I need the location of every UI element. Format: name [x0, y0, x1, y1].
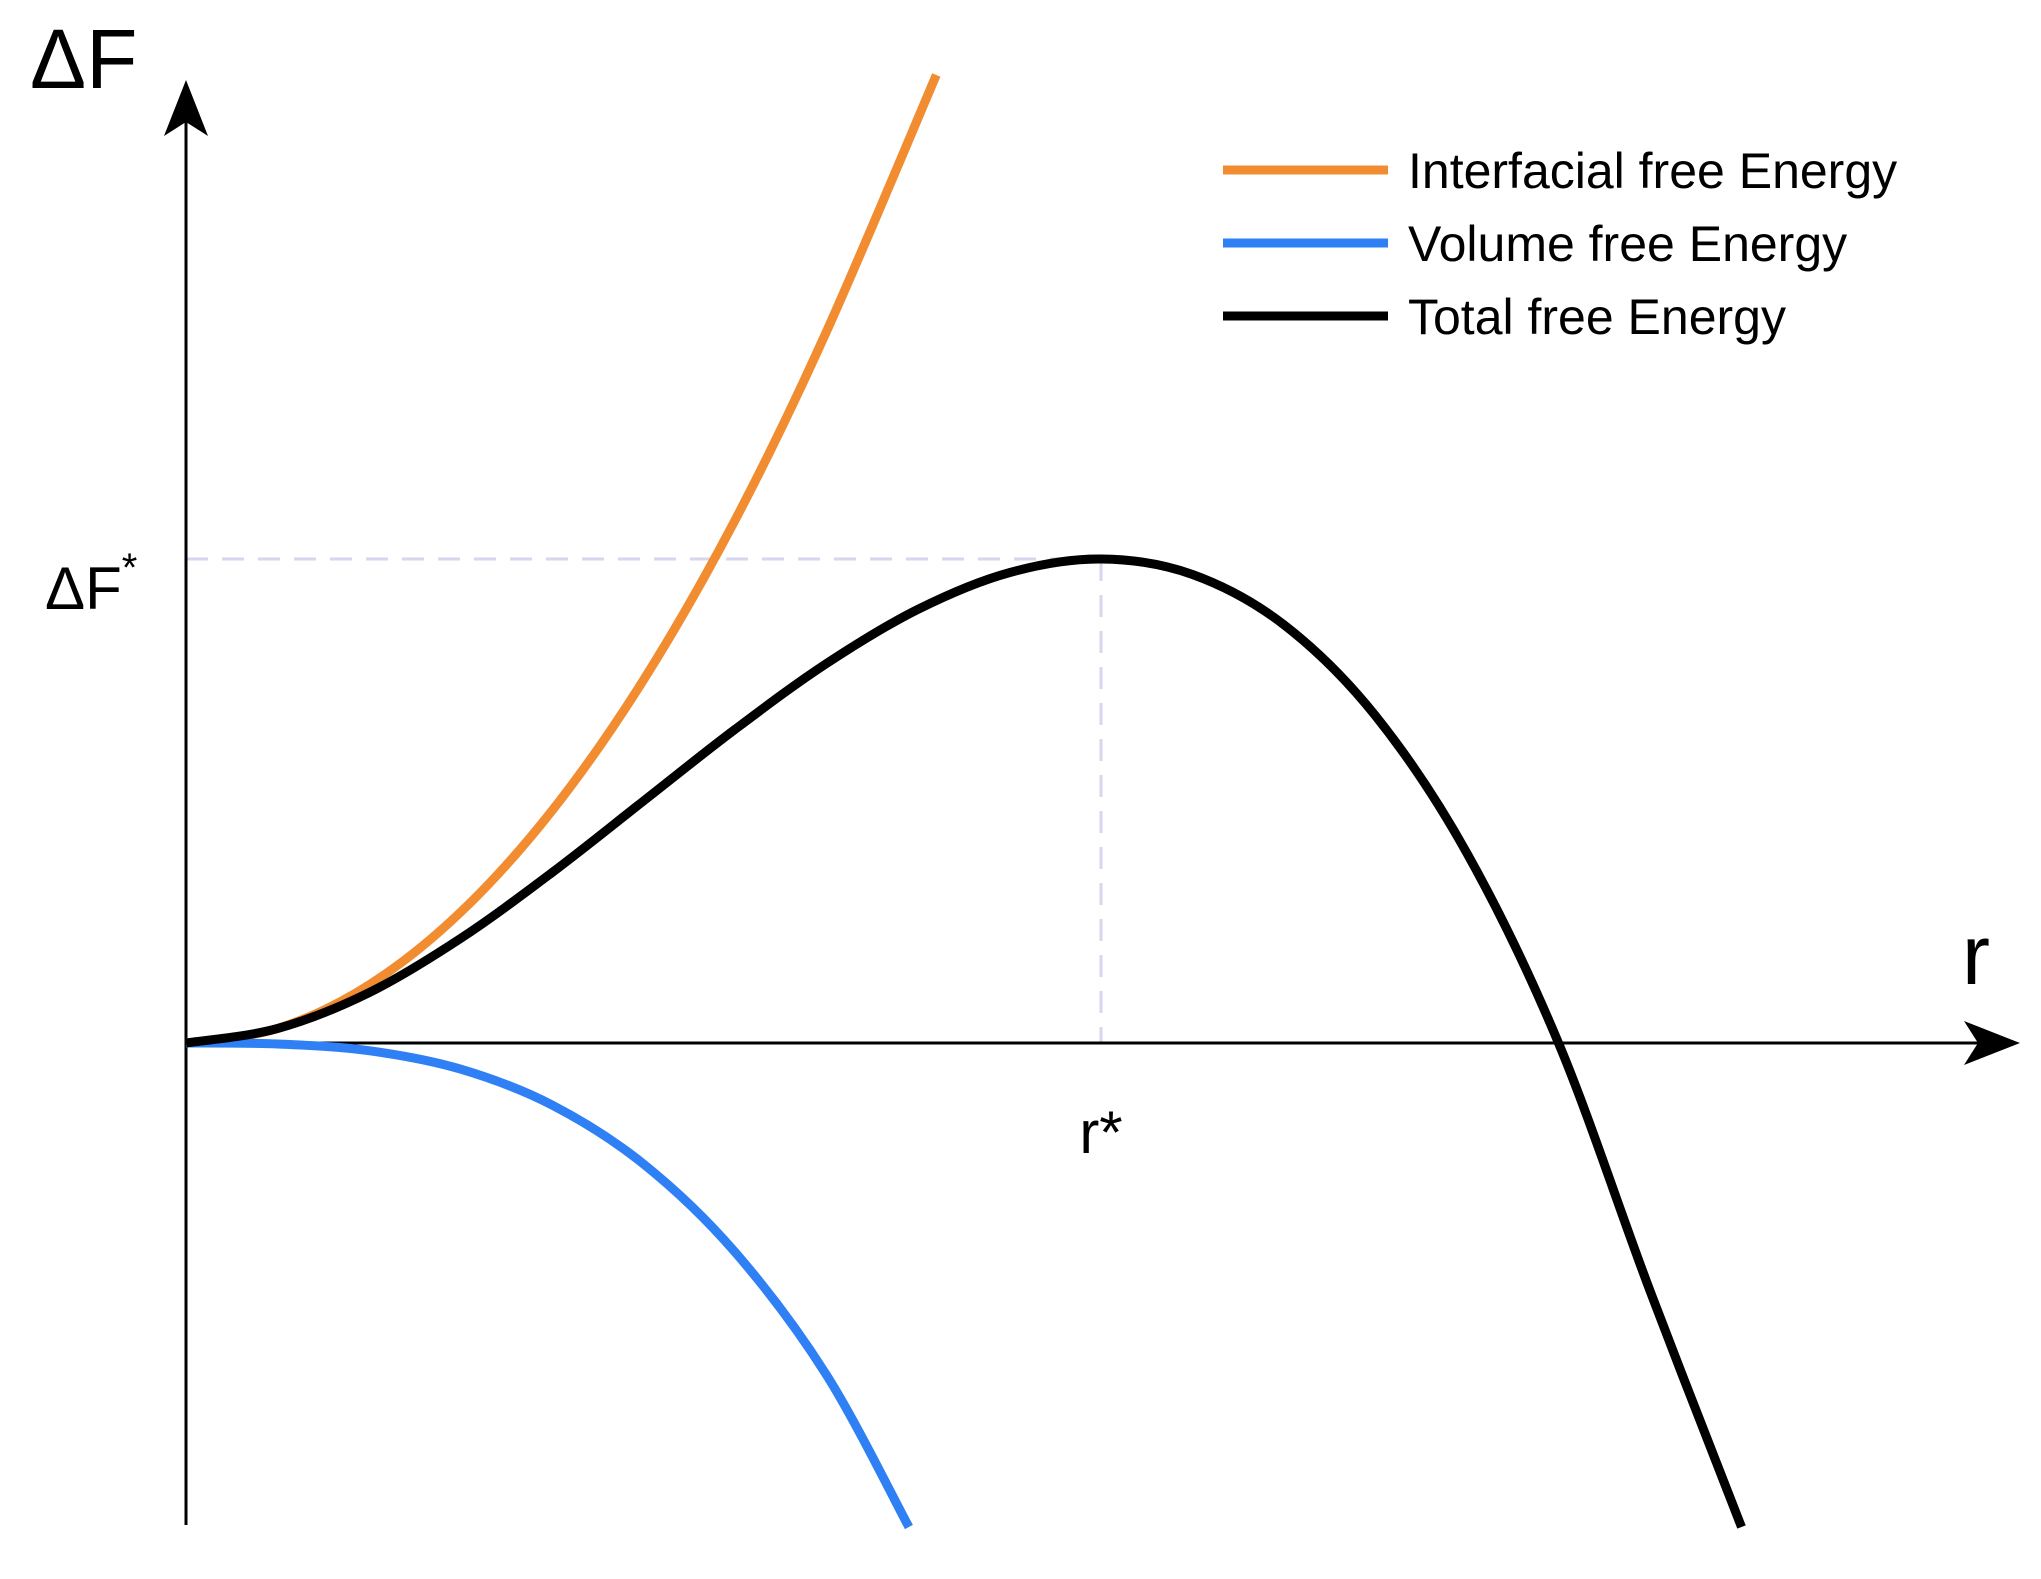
r-star-label: r*: [1079, 1099, 1122, 1166]
series-line-total-free-energy: [185, 554, 1746, 1529]
x-axis-label: r: [1962, 908, 1990, 1002]
series-line-volume-free-energy: [185, 1038, 913, 1530]
series-layer: [185, 73, 1746, 1530]
legend-label-volume-free-energy: Volume free Energy: [1408, 216, 1847, 272]
legend: Interfacial free Energy Volume free Energ…: [1223, 143, 1897, 345]
y-axis-arrowhead: [164, 80, 208, 136]
delta-f-star-superscript: *: [122, 546, 138, 590]
y-axis-label: ΔF: [30, 12, 137, 106]
delta-f-star-label: ΔF*: [45, 546, 137, 622]
delta-f-star-base: ΔF: [45, 555, 122, 622]
x-axis-arrowhead: [1964, 1021, 2020, 1065]
legend-label-total-free-energy: Total free Energy: [1408, 289, 1786, 345]
legend-label-interfacial-free-energy: Interfacial free Energy: [1408, 143, 1897, 199]
